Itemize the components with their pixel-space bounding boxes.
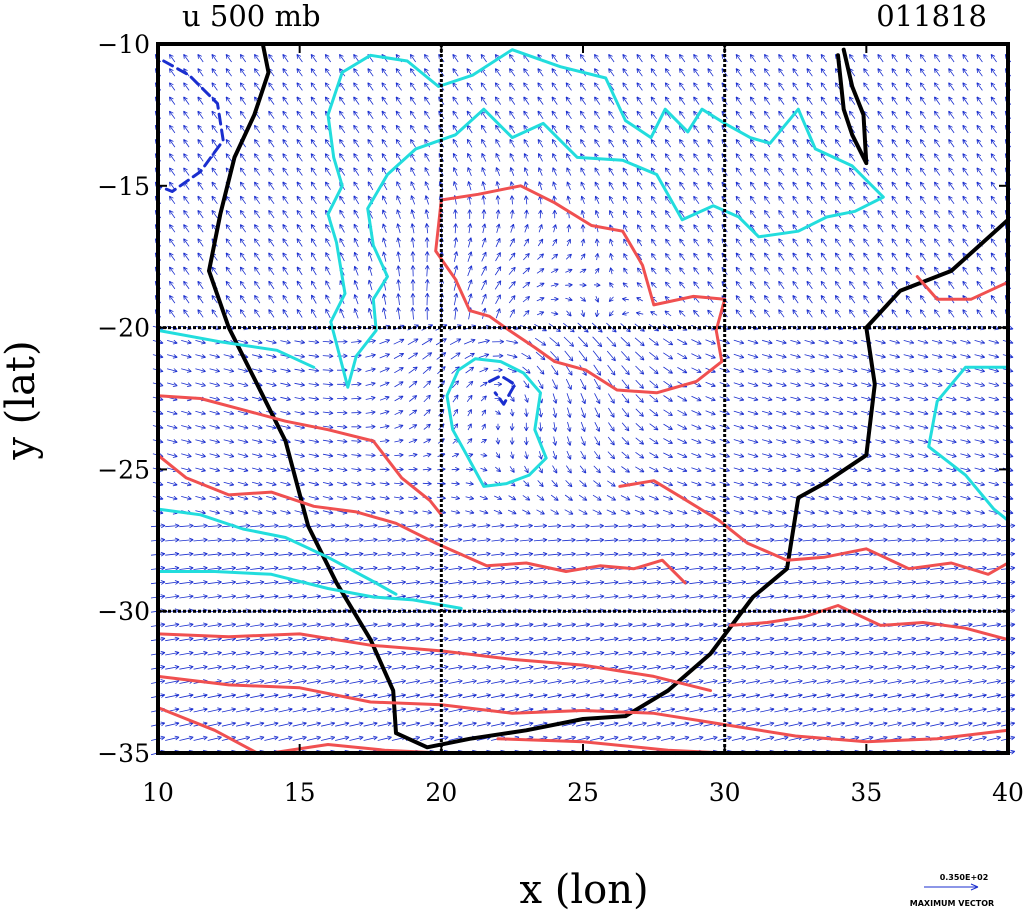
y-tick-label: −35 xyxy=(97,739,150,768)
series-contour-red-east-1 xyxy=(618,479,1010,576)
series-contour-cyan-west-3 xyxy=(156,570,463,610)
series-lake-malawi-coast xyxy=(836,47,869,166)
x-axis-ticks: 10 15 20 25 30 35 40 xyxy=(142,44,1024,807)
series-contour-cyan-west-2 xyxy=(156,507,398,596)
series-contour-red-4 xyxy=(156,674,1010,744)
series-contour-red-2 xyxy=(156,453,687,585)
y-tick-label: −30 xyxy=(97,597,150,626)
series-contour-blue-dashed-nw xyxy=(156,59,225,193)
series-contour-red-northeast xyxy=(915,275,1010,301)
series-contour-cyan-central-loop xyxy=(445,357,548,488)
series-coastline xyxy=(207,42,1010,750)
chart-title: u 500 mb xyxy=(182,0,321,33)
x-tick-label: 30 xyxy=(709,778,741,807)
y-axis-label: y (lat) xyxy=(0,340,44,460)
legend-arrow-head xyxy=(970,883,979,891)
grid-lines xyxy=(158,44,1008,753)
x-axis-label: x (lon) xyxy=(519,867,648,913)
series-contour-red-1 xyxy=(156,394,443,517)
legend-label: MAXIMUM VECTOR xyxy=(910,899,994,908)
legend-value: 0.350E+02 xyxy=(940,873,989,882)
x-tick-label: 10 xyxy=(142,778,174,807)
y-tick-label: −10 xyxy=(97,30,150,59)
series-contour-cyan-east xyxy=(927,365,1010,522)
y-tick-label: −25 xyxy=(97,455,150,484)
series-contour-red-east-2 xyxy=(728,604,1010,642)
y-tick-label: −20 xyxy=(97,314,150,343)
x-tick-label: 40 xyxy=(992,778,1024,807)
x-tick-label: 20 xyxy=(425,778,457,807)
series-contour-cyan-west-1 xyxy=(156,328,316,369)
x-tick-label: 35 xyxy=(850,778,882,807)
series-contour-red-5 xyxy=(156,706,259,755)
y-tick-label: −15 xyxy=(97,172,150,201)
series-contour-blue-dashed-low xyxy=(488,374,517,406)
max-vector-legend: 0.350E+02 MAXIMUM VECTOR xyxy=(910,873,994,908)
y-axis-ticks: −10 −15 −20 −25 −30 −35 xyxy=(97,30,1008,768)
series-contour-red-central xyxy=(434,184,727,395)
x-tick-label: 15 xyxy=(284,778,316,807)
series-contour-cyan-north xyxy=(326,48,885,389)
date-label: 011818 xyxy=(876,0,987,33)
x-tick-label: 25 xyxy=(567,778,599,807)
